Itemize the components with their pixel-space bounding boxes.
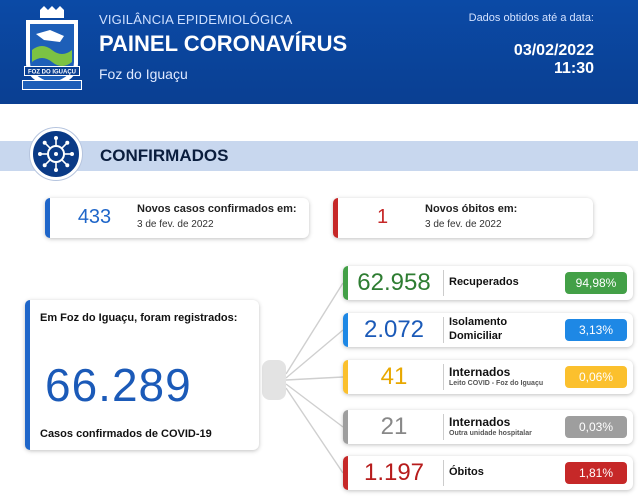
- header-subtitle: VIGILÂNCIA EPIDEMIOLÓGICA: [99, 12, 293, 27]
- divider: [443, 364, 444, 390]
- divider: [443, 270, 444, 296]
- deaths-card: 1.197 Óbitos 1,81%: [343, 456, 633, 490]
- new-cases-date: 3 de fev. de 2022: [137, 219, 214, 230]
- data-date: 03/02/2022: [513, 42, 594, 59]
- page-title: PAINEL CORONAVÍRUS: [99, 31, 348, 56]
- card-accent-bar: [45, 198, 50, 238]
- total-cases-card: Em Foz do Iguaçu, foram registrados: 66.…: [25, 300, 259, 450]
- new-cases-card: 433 Novos casos confirmados em: 3 de fev…: [45, 198, 309, 238]
- section-title: CONFIRMADOS: [100, 146, 229, 165]
- new-deaths-date: 3 de fev. de 2022: [425, 219, 502, 230]
- home-isolation-label: Isolamento Domiciliar: [449, 316, 508, 342]
- date-label: Dados obtidos até a data:: [468, 12, 594, 24]
- data-time: 11:30: [553, 60, 594, 77]
- card-accent-bar: [25, 300, 30, 450]
- new-deaths-card: 1 Novos óbitos em: 3 de fev. de 2022: [333, 198, 593, 238]
- divider: [443, 460, 444, 486]
- card-accent-bar: [343, 313, 348, 347]
- card-accent-bar: [343, 410, 348, 444]
- card-accent-bar: [343, 360, 348, 394]
- deaths-pct-badge: 1,81%: [565, 462, 627, 484]
- connector-hub: [262, 360, 286, 400]
- city-crest-logo: FOZ DO IGUAÇU: [22, 6, 82, 90]
- total-cases-label: Em Foz do Iguaçu, foram registrados:: [40, 312, 238, 324]
- hospitalized-other-pct-badge: 0,03%: [565, 416, 627, 438]
- hospitalized-local-value: 41: [380, 363, 408, 390]
- home-isolation-pct-badge: 3,13%: [565, 319, 627, 341]
- recovered-pct-badge: 94,98%: [565, 272, 627, 294]
- hospitalized-other-value: 21: [380, 413, 408, 440]
- home-isolation-card: 2.072 Isolamento Domiciliar 3,13%: [343, 313, 633, 347]
- section-band: [0, 141, 638, 171]
- hospitalized-local-pct-badge: 0,06%: [565, 366, 627, 388]
- virus-icon: [30, 128, 82, 180]
- header-banner: FOZ DO IGUAÇU VIGILÂNCIA EPIDEMIOLÓGICA …: [0, 0, 638, 104]
- deaths-label: Óbitos: [449, 466, 484, 478]
- city-name: Foz do Iguaçu: [99, 66, 188, 82]
- new-cases-value: 433: [77, 206, 112, 228]
- hospitalized-local-card: 41 Internados Leito COVID - Foz do Iguaç…: [343, 360, 633, 394]
- card-accent-bar: [333, 198, 338, 238]
- home-isolation-value: 2.072: [363, 316, 425, 343]
- new-deaths-value: 1: [376, 206, 389, 228]
- hospitalized-local-sublabel: Leito COVID - Foz do Iguaçu: [449, 380, 544, 387]
- card-accent-bar: [343, 266, 348, 300]
- hospitalized-local-label: Internados: [449, 365, 511, 379]
- total-cases-caption: Casos confirmados de COVID-19: [40, 428, 212, 440]
- recovered-label: Recuperados: [449, 276, 519, 288]
- hospitalized-other-sublabel: Outra unidade hospitalar: [449, 430, 532, 437]
- total-cases-value: 66.289: [45, 359, 192, 411]
- recovered-card: 62.958 Recuperados 94,98%: [343, 266, 633, 300]
- divider: [443, 317, 444, 343]
- hospitalized-other-label: Internados: [449, 415, 511, 429]
- crest-text: FOZ DO IGUAÇU: [28, 70, 76, 76]
- recovered-value: 62.958: [357, 269, 431, 296]
- deaths-value: 1.197: [363, 459, 425, 486]
- new-deaths-label: Novos óbitos em:: [425, 203, 518, 215]
- divider: [443, 414, 444, 440]
- new-cases-label: Novos casos confirmados em:: [137, 203, 297, 215]
- hospitalized-other-card: 21 Internados Outra unidade hospitalar 0…: [343, 410, 633, 444]
- card-accent-bar: [343, 456, 348, 490]
